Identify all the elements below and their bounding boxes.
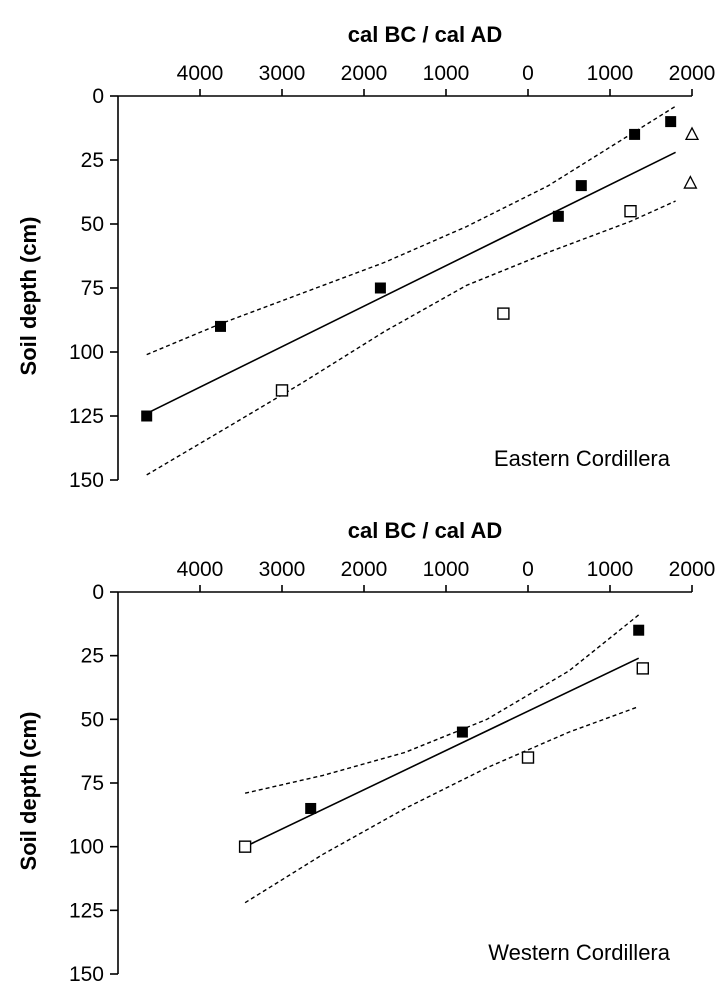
y-axis-title: Soil depth (cm) bbox=[16, 217, 41, 376]
x-tick-label: 3000 bbox=[259, 558, 306, 581]
data-point-open-square bbox=[497, 307, 510, 320]
data-point-filled-square bbox=[215, 320, 226, 332]
x-tick-label: 2000 bbox=[341, 558, 388, 581]
data-point-filled-square bbox=[456, 726, 468, 738]
ci-upper-line bbox=[244, 614, 640, 794]
y-tick-label: 75 bbox=[81, 277, 104, 300]
x-tick-label: 2000 bbox=[669, 558, 716, 581]
data-point-filled-square bbox=[633, 624, 645, 636]
data-point-filled-square bbox=[575, 180, 587, 192]
data-point-open-square bbox=[521, 751, 535, 764]
y-tick-label: 0 bbox=[92, 85, 104, 108]
y-tick-label: 50 bbox=[81, 708, 104, 731]
ci-upper-line bbox=[146, 105, 676, 356]
x-tick-label: 1000 bbox=[423, 62, 470, 85]
y-tick-label: 100 bbox=[69, 836, 104, 859]
panel-annotation: Western Cordillera bbox=[488, 940, 671, 965]
x-axis-title: cal BC / cal AD bbox=[348, 518, 502, 543]
panel-annotation: Eastern Cordillera bbox=[494, 446, 671, 471]
data-point-filled-square bbox=[374, 282, 386, 294]
data-point-filled-square bbox=[552, 210, 564, 222]
y-tick-label: 125 bbox=[69, 899, 104, 922]
data-point-filled-square bbox=[305, 802, 317, 814]
y-tick-label: 100 bbox=[69, 341, 104, 364]
regression-line bbox=[146, 151, 676, 415]
x-tick-label: 2000 bbox=[341, 62, 388, 85]
x-tick-label: 0 bbox=[522, 62, 534, 85]
data-point-open-triangle bbox=[683, 175, 698, 189]
x-tick-label: 2000 bbox=[669, 62, 716, 85]
y-tick-label: 150 bbox=[69, 469, 104, 492]
x-tick-label: 1000 bbox=[587, 62, 634, 85]
x-tick-label: 4000 bbox=[177, 62, 224, 85]
data-point-filled-square bbox=[141, 410, 153, 422]
x-tick-label: 3000 bbox=[259, 62, 306, 85]
ci-lower-line bbox=[244, 705, 639, 904]
data-point-open-square bbox=[275, 384, 289, 397]
y-tick-label: 150 bbox=[69, 963, 104, 984]
y-axis-title: Soil depth (cm) bbox=[16, 712, 41, 871]
chart-panel-2: 4000 3000 2000 1000 0 1000 2000 0 25 50 75 100 125 15… bbox=[16, 518, 715, 984]
y-tick-label: 75 bbox=[81, 772, 104, 795]
y-tick-label: 50 bbox=[81, 213, 104, 236]
data-point-filled-square bbox=[629, 128, 641, 140]
y-tick-label: 0 bbox=[92, 581, 104, 604]
data-point-open-triangle bbox=[684, 126, 700, 141]
x-axis-title: cal BC / cal AD bbox=[348, 22, 502, 47]
x-tick-label: 1000 bbox=[423, 558, 470, 581]
y-tick-label: 25 bbox=[81, 149, 104, 172]
data-point-open-square bbox=[238, 840, 252, 853]
data-point-filled-square bbox=[665, 116, 677, 128]
data-point-open-square bbox=[636, 662, 649, 675]
chart-panel-1: 4000 3000 2000 1000 0 1000 2000 0 25 50 75 100 125 15… bbox=[16, 22, 715, 492]
data-point-open-square bbox=[624, 204, 637, 218]
y-tick-label: 25 bbox=[81, 645, 104, 668]
x-tick-label: 1000 bbox=[587, 558, 634, 581]
y-tick-label: 125 bbox=[69, 405, 104, 428]
regression-line bbox=[244, 657, 640, 848]
x-tick-label: 0 bbox=[522, 558, 534, 581]
x-tick-label: 4000 bbox=[177, 558, 224, 581]
ci-lower-line bbox=[146, 200, 676, 476]
